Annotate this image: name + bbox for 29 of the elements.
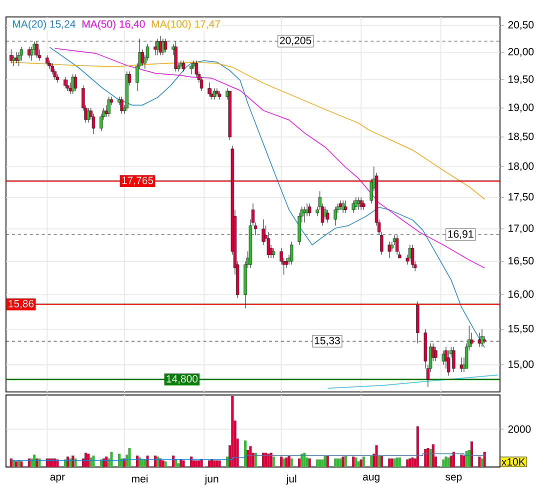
x-tick-label: aug <box>363 474 380 483</box>
text: MA(100) 17,47 <box>152 20 220 30</box>
ref-line-label: 20,205 <box>280 36 312 46</box>
x-tick-label: apr <box>50 474 65 483</box>
ref-line-label: 14,800 <box>166 375 198 384</box>
y-tick-label: 17,50 <box>508 193 534 202</box>
text: MA(50) 16,40 <box>82 20 145 30</box>
text: MA(20) 15,24 <box>12 20 76 30</box>
y-tick-label: 18,00 <box>508 162 534 172</box>
x-tick-label: mei <box>132 474 148 482</box>
y-tick-label: 16,50 <box>508 256 534 266</box>
y-tick-label: 19,00 <box>508 104 534 112</box>
y-tick-label: 2000 <box>508 425 531 433</box>
y-tick-label: 16,00 <box>508 290 534 300</box>
y-tick-label: 19,50 <box>508 75 534 84</box>
ref-line-label: 17,765 <box>122 176 154 186</box>
x-tick-label: sep <box>446 474 462 483</box>
y-axis-title: x10K <box>502 458 526 466</box>
y-tick-label: 15,00 <box>508 360 534 370</box>
ref-line-label: 15,86 <box>8 300 34 309</box>
y-tick-label: 20,00 <box>508 48 534 57</box>
ref-line-label: 16,91 <box>448 230 474 239</box>
ref-line-label: 15,33 <box>314 336 340 346</box>
y-tick-label: 18,50 <box>508 132 534 142</box>
y-tick-label: 15,50 <box>508 324 534 334</box>
y-tick-label: 20,50 <box>508 21 534 30</box>
x-tick-label: jul <box>286 474 296 485</box>
y-tick-label: 17,00 <box>508 224 534 234</box>
x-tick-label: jun <box>204 474 218 485</box>
